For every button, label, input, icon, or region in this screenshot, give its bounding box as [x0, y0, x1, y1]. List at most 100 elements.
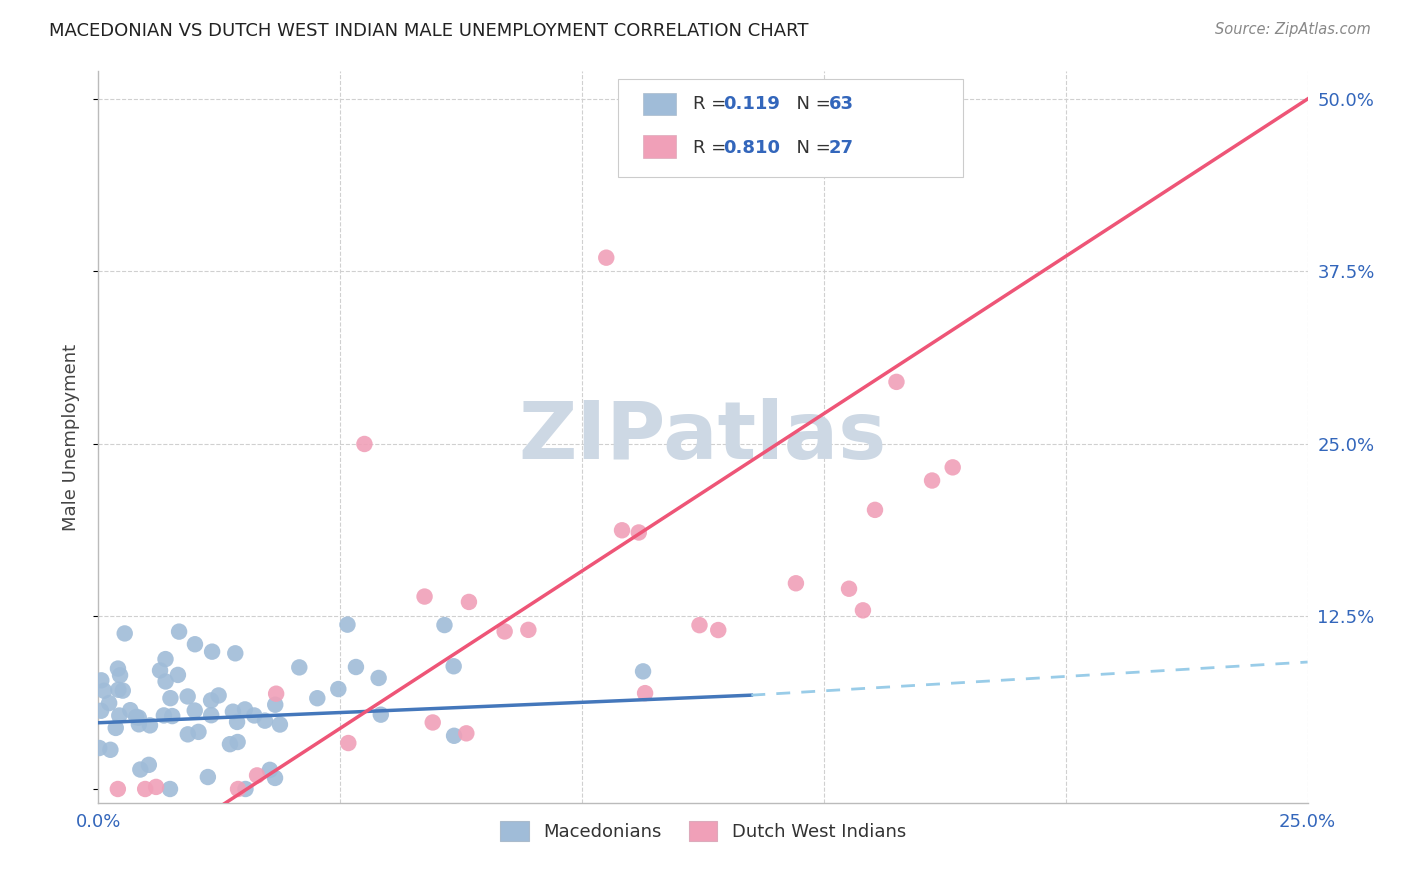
Point — [422, 715, 444, 730]
FancyBboxPatch shape — [643, 136, 676, 158]
Point — [108, 708, 131, 723]
Point — [344, 660, 367, 674]
Point — [456, 726, 478, 740]
Point — [90, 673, 112, 688]
Point — [207, 689, 229, 703]
Point — [627, 525, 650, 540]
Point — [159, 691, 181, 706]
Point — [494, 624, 516, 639]
Point — [367, 671, 389, 685]
Point — [107, 662, 129, 676]
Point — [634, 686, 657, 700]
Point — [128, 717, 150, 731]
Point — [226, 714, 249, 729]
Point — [120, 703, 142, 717]
Text: N =: N = — [785, 95, 837, 113]
Point — [107, 782, 129, 797]
Point — [187, 724, 209, 739]
Point — [264, 698, 287, 712]
Point — [517, 623, 540, 637]
Text: 0.810: 0.810 — [724, 139, 780, 157]
Point — [176, 690, 198, 704]
Point — [139, 718, 162, 732]
Point — [149, 664, 172, 678]
Point — [253, 714, 276, 728]
Point — [353, 437, 375, 451]
Point — [886, 375, 908, 389]
Point — [458, 595, 481, 609]
Point — [100, 743, 122, 757]
Point — [233, 702, 256, 716]
Point — [129, 763, 152, 777]
Point — [443, 659, 465, 673]
Point — [264, 687, 287, 701]
Point — [259, 763, 281, 777]
Point — [921, 474, 943, 488]
Point — [93, 683, 115, 698]
Point — [328, 681, 350, 696]
Y-axis label: Male Unemployment: Male Unemployment — [62, 343, 80, 531]
Point — [243, 708, 266, 723]
Point — [138, 757, 160, 772]
Point — [288, 660, 311, 674]
Point — [246, 768, 269, 782]
Point — [159, 782, 181, 797]
Point — [689, 618, 711, 632]
Point — [177, 727, 200, 741]
Point — [219, 737, 242, 751]
Text: 27: 27 — [828, 139, 853, 157]
Point — [98, 696, 121, 710]
Point — [197, 770, 219, 784]
Point — [114, 626, 136, 640]
Legend: Macedonians, Dutch West Indians: Macedonians, Dutch West Indians — [492, 814, 914, 848]
Point — [145, 780, 167, 794]
Point — [370, 707, 392, 722]
Text: Source: ZipAtlas.com: Source: ZipAtlas.com — [1215, 22, 1371, 37]
Point — [269, 717, 291, 731]
Point — [226, 735, 249, 749]
Point — [235, 782, 257, 797]
Text: R =: R = — [693, 139, 733, 157]
Point — [89, 741, 111, 756]
Text: 0.119: 0.119 — [724, 95, 780, 113]
Point — [307, 691, 329, 706]
Point — [128, 710, 150, 724]
Point — [107, 682, 129, 697]
Text: MACEDONIAN VS DUTCH WEST INDIAN MALE UNEMPLOYMENT CORRELATION CHART: MACEDONIAN VS DUTCH WEST INDIAN MALE UNE… — [49, 22, 808, 40]
Point — [125, 710, 148, 724]
Point — [108, 668, 131, 682]
Point — [863, 503, 886, 517]
Point — [785, 576, 807, 591]
Point — [224, 646, 246, 660]
Point — [443, 729, 465, 743]
Point — [337, 736, 360, 750]
Point — [167, 624, 190, 639]
Point — [155, 674, 177, 689]
Point — [184, 704, 207, 718]
Point — [90, 704, 112, 718]
Point — [413, 590, 436, 604]
Point — [111, 683, 134, 698]
Text: 63: 63 — [828, 95, 853, 113]
Text: R =: R = — [693, 95, 733, 113]
FancyBboxPatch shape — [643, 93, 676, 115]
Point — [707, 623, 730, 637]
Point — [160, 709, 183, 723]
Point — [595, 251, 617, 265]
Point — [838, 582, 860, 596]
FancyBboxPatch shape — [619, 78, 963, 178]
Point — [155, 652, 177, 666]
Point — [153, 708, 176, 723]
Point — [200, 693, 222, 707]
Point — [226, 782, 249, 797]
Point — [167, 668, 190, 682]
Point — [201, 645, 224, 659]
Point — [200, 708, 222, 723]
Point — [264, 771, 287, 785]
Text: N =: N = — [785, 139, 837, 157]
Point — [134, 782, 156, 797]
Point — [222, 705, 245, 719]
Point — [336, 617, 359, 632]
Point — [942, 460, 965, 475]
Point — [610, 523, 633, 537]
